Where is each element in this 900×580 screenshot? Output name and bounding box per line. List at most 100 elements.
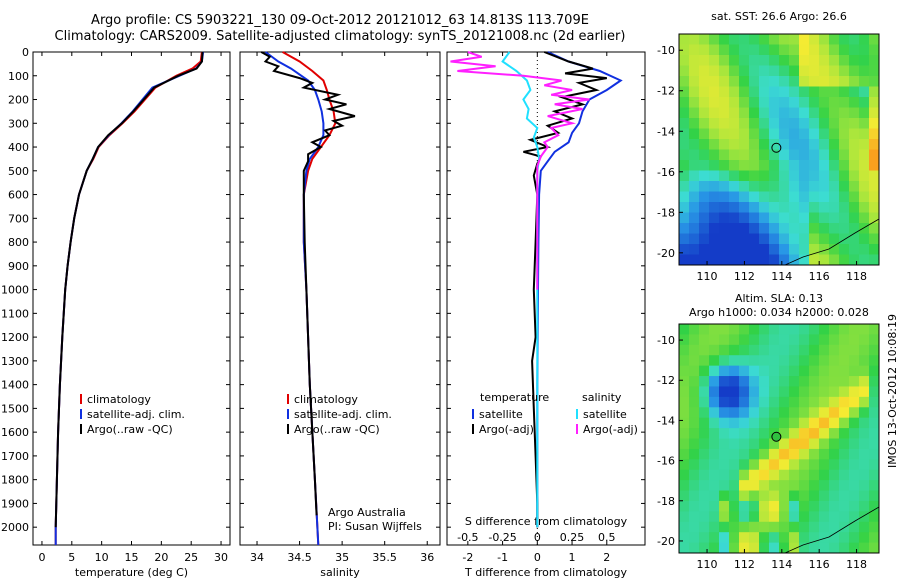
map-cell	[729, 107, 740, 119]
map-cell	[739, 244, 750, 256]
map-cell	[809, 191, 820, 203]
map-cell	[819, 149, 830, 161]
map-cell	[819, 355, 830, 367]
x-tick-label: 110	[697, 270, 718, 283]
map-cell	[869, 376, 879, 388]
map-cell	[719, 407, 730, 419]
imos-timestamp: IMOS 13-Oct-2012 10:08:19	[886, 313, 899, 468]
map-cell	[869, 44, 879, 56]
map-cell	[719, 324, 730, 336]
map-cell	[719, 107, 730, 119]
map-cell	[869, 149, 879, 161]
map-cell	[849, 55, 860, 67]
map-cell	[849, 344, 860, 356]
map-cell	[859, 139, 870, 151]
map-cell	[799, 324, 810, 336]
map-cell	[719, 118, 730, 130]
map-cell	[789, 76, 800, 88]
map-cell	[739, 34, 750, 46]
y-tick-label: 900	[8, 260, 29, 273]
y-tick-label: -10	[657, 334, 675, 347]
map-cell	[799, 355, 810, 367]
map-cell	[699, 334, 710, 346]
map-cell	[839, 407, 850, 419]
map-cell	[819, 97, 830, 109]
map-cell	[869, 202, 879, 214]
map-cell	[679, 233, 690, 245]
map-cell	[779, 202, 790, 214]
map-cell	[699, 244, 710, 256]
legend-label: climatology	[294, 393, 358, 406]
map-cell	[729, 86, 740, 98]
map-cell	[719, 149, 730, 161]
map-cell	[829, 181, 840, 193]
map-cell	[769, 191, 780, 203]
map-cell	[679, 170, 690, 182]
y-tick-label: -18	[657, 206, 675, 219]
y-tick-label: 1200	[1, 331, 29, 344]
map-cell	[679, 254, 690, 265]
map-cell	[679, 532, 690, 544]
figure-title-line-2: Climatology: CARS2009. Satellite-adjuste…	[54, 29, 626, 44]
map-cell	[699, 532, 710, 544]
map-cell	[769, 149, 780, 161]
map-cell	[739, 448, 750, 460]
map-cell	[869, 212, 879, 224]
map-cell	[719, 376, 730, 388]
map-cell	[869, 160, 879, 172]
map-cell	[759, 160, 770, 172]
map-cell	[749, 212, 760, 224]
map-cell	[799, 396, 810, 408]
x-tick-label: 34	[250, 551, 264, 564]
map-cell	[739, 181, 750, 193]
map-cell	[739, 490, 750, 502]
map-cell	[799, 118, 810, 130]
map-cell	[709, 149, 720, 161]
map-cell	[829, 34, 840, 46]
map-title: sat. SST: 26.6 Argo: 26.6	[711, 10, 847, 23]
map-cell	[709, 86, 720, 98]
map-cell	[799, 97, 810, 109]
map-cell	[779, 139, 790, 151]
map-cell	[779, 386, 790, 398]
map-cell	[799, 438, 810, 450]
map-cell	[679, 428, 690, 440]
map-cell	[709, 107, 720, 119]
map-cell	[729, 191, 740, 203]
map-cell	[819, 107, 830, 119]
map-cell	[859, 160, 870, 172]
map-cell	[729, 65, 740, 77]
map-cell	[699, 407, 710, 419]
map-cell	[839, 469, 850, 481]
map-cell	[819, 500, 830, 512]
map-cell	[859, 334, 870, 346]
map-cell	[839, 76, 850, 88]
map-cell	[719, 500, 730, 512]
map-cell	[769, 44, 780, 56]
map-cell	[859, 532, 870, 544]
map-cell	[749, 428, 760, 440]
map-cell	[869, 521, 879, 533]
map-cell	[799, 86, 810, 98]
map-cell	[739, 160, 750, 172]
map-cell	[869, 128, 879, 140]
map-cell	[779, 396, 790, 408]
map-cell	[689, 191, 700, 203]
map-cell	[709, 254, 720, 265]
series-line-argo-raw-qc-	[260, 51, 356, 516]
map-cell	[779, 86, 790, 98]
map-cell	[849, 511, 860, 523]
map-cell	[809, 490, 820, 502]
map-cell	[759, 459, 770, 471]
map-cell	[759, 521, 770, 533]
map-cell	[849, 355, 860, 367]
map-cell	[699, 428, 710, 440]
map-cell	[719, 542, 730, 553]
map-cell	[789, 376, 800, 388]
map-cell	[759, 428, 770, 440]
map-cell	[769, 160, 780, 172]
map-cell	[819, 417, 830, 429]
map-cell	[739, 149, 750, 161]
map-cell	[859, 428, 870, 440]
map-cell	[849, 65, 860, 77]
